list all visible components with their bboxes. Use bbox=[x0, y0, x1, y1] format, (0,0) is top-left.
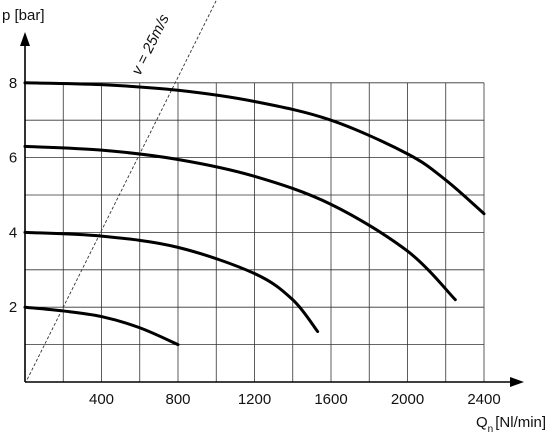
reference-line-group bbox=[25, 0, 217, 382]
tick-labels: 400 800 1200 1600 2000 2400 2 4 6 8 bbox=[9, 75, 501, 408]
series-line-1 bbox=[23, 81, 486, 216]
y-axis-label: p [bar] bbox=[2, 7, 45, 24]
series-line-3 bbox=[23, 230, 320, 334]
x-axis-arrow bbox=[510, 377, 524, 387]
series-line-4 bbox=[23, 305, 180, 347]
x-tick-label: 2000 bbox=[391, 391, 424, 408]
y-tick-label: 6 bbox=[9, 150, 17, 167]
x-axis-label-main: Q bbox=[476, 414, 488, 431]
curves bbox=[23, 81, 486, 347]
x-tick-label: 2400 bbox=[467, 391, 500, 408]
y-axis-arrow bbox=[20, 32, 30, 46]
x-tick-label: 1200 bbox=[238, 391, 271, 408]
y-tick-label: 8 bbox=[9, 75, 17, 92]
series-line-2 bbox=[23, 144, 457, 302]
x-axis-label: Qn [Nl/min] bbox=[476, 414, 546, 432]
x-tick-label: 400 bbox=[89, 391, 114, 408]
y-tick-label: 2 bbox=[9, 299, 17, 316]
reference-line-label: v = 25m/s bbox=[128, 11, 173, 78]
y-tick-label: 4 bbox=[9, 224, 17, 241]
x-axis-label-sub: n bbox=[488, 424, 494, 432]
x-axis-label-unit: [Nl/min] bbox=[495, 414, 546, 431]
axes bbox=[20, 32, 524, 387]
reference-line bbox=[25, 0, 217, 382]
x-tick-label: 800 bbox=[165, 391, 190, 408]
x-tick-label: 1600 bbox=[314, 391, 347, 408]
grid bbox=[25, 82, 485, 382]
